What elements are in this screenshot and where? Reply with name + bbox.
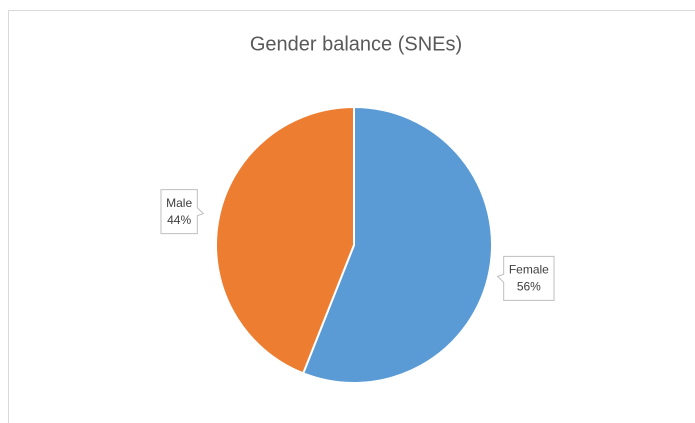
label-box [160,189,205,235]
data-label: Male 44% [160,189,205,235]
label-box [496,255,555,301]
data-label: Female 56% [496,255,555,301]
pie-slice [301,105,493,384]
label-value: 44% [167,213,191,227]
label-category: Male [166,196,192,210]
label-value: 56% [517,280,541,294]
chart-title: Gender balance (SNEs) [250,33,462,55]
label-category: Female [509,263,549,277]
pie-slice [215,105,355,375]
